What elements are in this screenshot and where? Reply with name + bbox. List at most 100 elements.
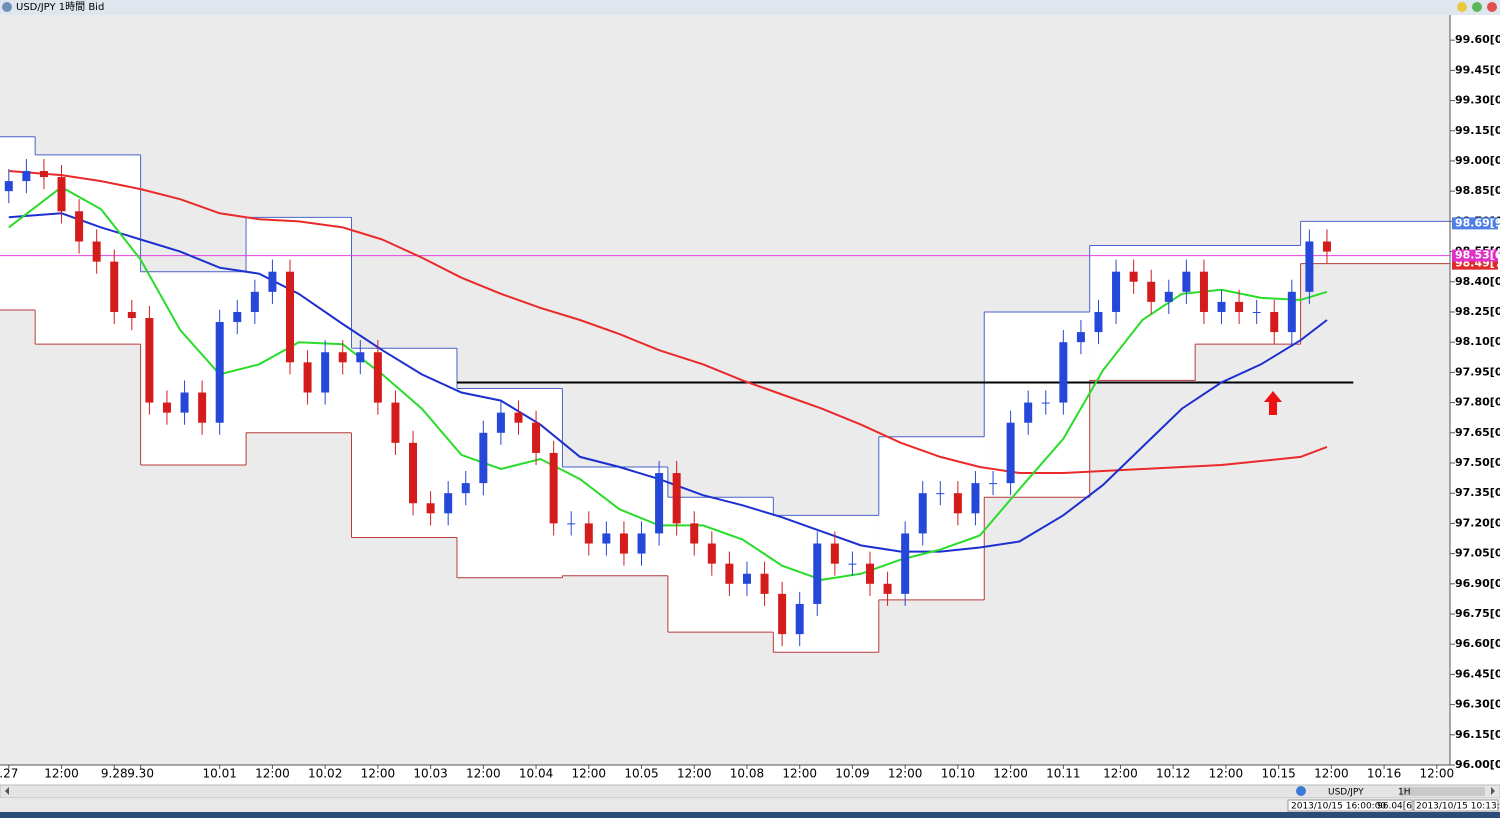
taskbar: [0, 812, 1500, 818]
y-tick-label: 96.60[0]: [1455, 637, 1500, 650]
y-tick-label: 96.30[0]: [1455, 698, 1500, 711]
y-tick-label: 99.45[0]: [1455, 63, 1500, 76]
candle-body: [602, 533, 611, 544]
x-tick-label: 12:00: [888, 767, 923, 781]
candle-body: [725, 563, 734, 584]
candle-body: [971, 483, 980, 514]
candle-body: [1094, 311, 1103, 333]
candle-body: [953, 493, 962, 514]
candle-body: [1076, 332, 1085, 343]
y-tick-label: 99.60[0]: [1455, 33, 1500, 46]
y-axis-panel: [1450, 15, 1500, 765]
x-tick-label: 10.03: [413, 767, 447, 781]
range-box: [878, 436, 985, 600]
range-box: [351, 348, 457, 538]
status-icon[interactable]: [1296, 786, 1306, 796]
candle-body: [250, 291, 259, 312]
candle-body: [444, 493, 453, 514]
y-tick-label: 97.35[0]: [1455, 486, 1500, 499]
y-tick-label: 98.40[0]: [1455, 275, 1500, 288]
x-tick-label: 9.28: [101, 767, 128, 781]
cursor-time: 2013/10/15 16:00:00: [1291, 802, 1386, 812]
moving-average: [8, 212, 1328, 553]
candle-body: [233, 311, 242, 323]
cursor-box: [1287, 799, 1413, 812]
x-tick-label: 12:00: [1103, 767, 1138, 781]
candle-body: [1305, 241, 1314, 292]
x-tick-label: 12:00: [44, 767, 79, 781]
candle-body: [707, 543, 716, 564]
scroll-right[interactable]: [1491, 787, 1495, 795]
candle-body: [215, 322, 224, 423]
x-tick-label: 12:00: [466, 767, 501, 781]
candle-body: [286, 271, 294, 363]
candle-body: [1287, 291, 1296, 333]
scrollbar[interactable]: [0, 784, 1500, 799]
candle-body: [866, 563, 874, 584]
clock: 2013/10/15 10:13:03: [1416, 802, 1500, 812]
candle-body: [514, 412, 523, 423]
candle-body: [830, 543, 839, 564]
x-tick-label: 12:00: [1209, 767, 1244, 781]
y-tick-label: 97.80[0]: [1455, 396, 1500, 409]
symbol-select[interactable]: USD/JPY: [1328, 788, 1364, 798]
range-box: [773, 515, 879, 653]
candle-body: [637, 533, 646, 554]
x-tick-label: 10.12: [1156, 767, 1190, 781]
candle-layer: [4, 158, 1331, 647]
cursor-price: 96.04[6]: [1377, 802, 1416, 812]
candle-body: [549, 452, 558, 524]
y-tick-label: 96.00[0]: [1455, 758, 1500, 771]
x-tick-label: 12:00: [677, 767, 712, 781]
candle-body: [461, 483, 470, 494]
candle-body: [532, 422, 541, 453]
maximize-button[interactable]: [1472, 2, 1482, 12]
candle-body: [391, 402, 400, 443]
candle-body: [1322, 241, 1331, 252]
label-layer: 96.00[0] 96.15[0] 96.30[0] 96.45[0] 96.60[0]…: [0, 33, 1500, 780]
price-label: 98.53[6]: [1455, 249, 1500, 262]
candle-body: [1217, 301, 1226, 312]
candle-body: [655, 473, 664, 534]
candle-body: [619, 533, 628, 554]
timeframe-select[interactable]: 1H: [1398, 788, 1411, 798]
candle-body: [496, 412, 505, 433]
range-box: [667, 497, 774, 633]
candle-body: [742, 573, 751, 584]
range-box: [456, 388, 563, 578]
window-title: USD/JPY 1時間 Bid: [16, 1, 104, 13]
x-tick-label: 10.02: [308, 767, 342, 781]
y-tick-label: 97.20[0]: [1455, 516, 1500, 529]
x-tick-label: 12:00: [1420, 767, 1455, 781]
close-button[interactable]: [1487, 2, 1497, 12]
candle-body: [303, 362, 312, 393]
candle-body: [690, 523, 699, 544]
y-tick-label: 99.00[0]: [1455, 154, 1500, 167]
candle-body: [1270, 311, 1279, 333]
status-bar: [0, 798, 1500, 812]
app-icon: [2, 2, 12, 12]
candle-body: [268, 271, 277, 292]
scroll-thumb[interactable]: [1400, 787, 1485, 796]
x-axis-panel: [0, 765, 1500, 785]
candle-body: [918, 493, 927, 534]
candle-body: [1059, 342, 1068, 403]
candle-body: [1235, 301, 1244, 312]
candle-body: [57, 177, 66, 212]
price-label: 98.69[9]: [1455, 216, 1500, 229]
minimize-button[interactable]: [1457, 2, 1467, 12]
candle-body: [1164, 291, 1173, 302]
x-tick-label: 10.04: [519, 767, 553, 781]
y-tick-label: 97.05[0]: [1455, 547, 1500, 560]
x-tick-label: 12:00: [993, 767, 1028, 781]
candle-body: [567, 523, 576, 525]
y-tick-label: 96.15[0]: [1455, 728, 1500, 741]
candle-body: [778, 593, 787, 635]
scroll-left[interactable]: [5, 787, 9, 795]
candle-body: [1112, 271, 1121, 312]
candle-body: [180, 392, 189, 413]
x-tick-label: 12:00: [1314, 767, 1349, 781]
x-tick-label: 12:00: [255, 767, 290, 781]
